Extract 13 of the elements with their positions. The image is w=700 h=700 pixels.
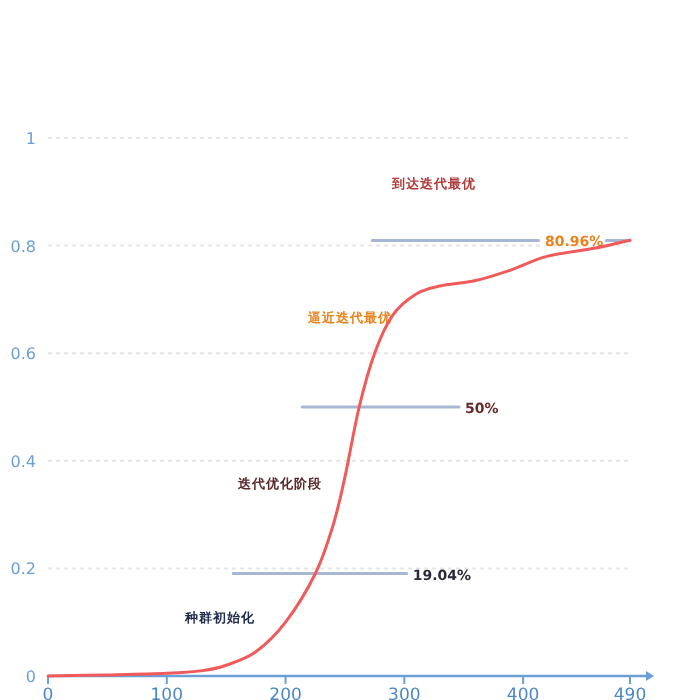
x-tick-label: 200 (269, 686, 302, 700)
y-tick-label: 0.6 (10, 345, 36, 364)
x-tick-label: 300 (388, 686, 421, 700)
y-tick-label: 0.4 (10, 452, 36, 471)
x-tick-label: 400 (506, 686, 540, 700)
y-tick-label: 1 (25, 130, 36, 148)
x-tick-label: 490 (613, 686, 647, 700)
x-tick-label: 100 (150, 686, 184, 700)
line-series (46, 238, 632, 678)
x-tick-label: 0 (42, 686, 54, 700)
y-tick-label: 0 (25, 668, 36, 686)
y-tick-label: 0.2 (10, 560, 36, 579)
y-tick-label: 0.8 (10, 237, 36, 256)
